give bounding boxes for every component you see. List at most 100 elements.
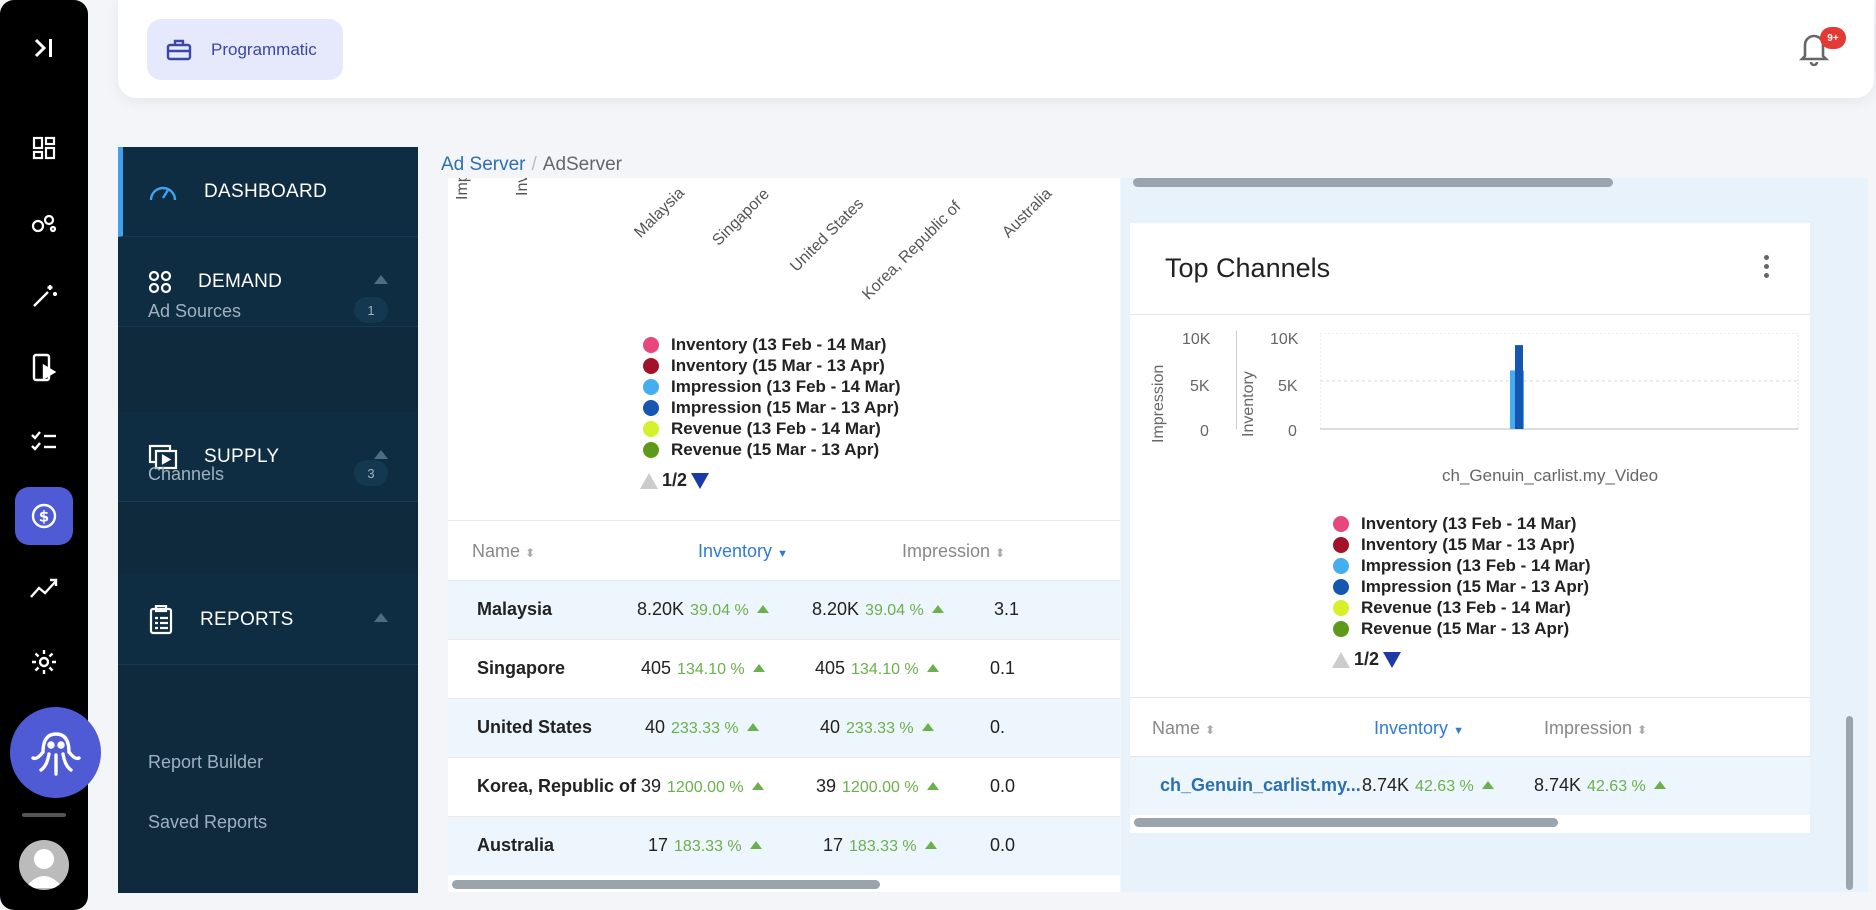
table-row[interactable]: Australia 17 183.33 % 17 183.33 % 0.0: [448, 816, 1120, 875]
gear-icon[interactable]: [0, 642, 88, 682]
table-row[interactable]: Singapore 405 134.10 % 405 134.10 % 0.1: [448, 639, 1120, 698]
impression-value: 40: [820, 717, 841, 737]
legend-dot: [1333, 557, 1349, 574]
country-name: Korea, Republic of: [477, 776, 637, 796]
legend-item[interactable]: Impression (13 Feb - 14 Mar): [643, 376, 901, 397]
trend-up-icon: [926, 782, 939, 790]
legend-item[interactable]: Impression (13 Feb - 14 Mar): [1333, 555, 1591, 576]
legend-next-icon[interactable]: [691, 472, 710, 489]
legend-item[interactable]: Revenue (15 Mar - 13 Apr): [643, 439, 901, 460]
table-row[interactable]: United States 40 233.33 % 40 233.33 % 0.: [448, 698, 1120, 757]
trend-up-icon: [924, 841, 937, 849]
nav-channels[interactable]: Channels: [148, 464, 225, 484]
inventory-change: 134.10 %: [677, 661, 745, 678]
nav-reports-label: REPORTS: [200, 608, 294, 630]
dollar-icon[interactable]: $: [0, 496, 88, 536]
inventory-value: 39: [641, 776, 662, 796]
nav-ad-sources[interactable]: Ad Sources: [148, 301, 242, 321]
col-impression-header[interactable]: Impression ⬍: [902, 541, 1005, 562]
inventory-change: 1200.00 %: [667, 779, 744, 796]
legend-item[interactable]: Impression (15 Mar - 13 Apr): [643, 397, 901, 418]
dashboard-grid-icon[interactable]: [0, 128, 88, 168]
chevron-up-icon[interactable]: [374, 613, 388, 622]
inventory-cell: 8.20K 39.04 %: [637, 599, 769, 620]
legend-dot: [1333, 599, 1349, 616]
legend-page: 1/2: [1354, 649, 1380, 669]
sort-icon: ⬍: [995, 546, 1006, 560]
checklist-icon[interactable]: [0, 421, 88, 461]
analytics-icon[interactable]: [0, 568, 88, 608]
geo-legend-pager: 1/2: [640, 466, 710, 491]
legend-prev-icon[interactable]: [640, 472, 658, 489]
chevron-up-icon[interactable]: [374, 450, 388, 459]
more-options-icon[interactable]: [1764, 255, 1770, 282]
top-scrollbar[interactable]: [1133, 178, 1613, 187]
nav-report-builder[interactable]: Report Builder: [148, 752, 264, 772]
inventory-value: 17: [648, 835, 669, 855]
card-divider: [1130, 697, 1810, 698]
notification-badge: 9+: [1820, 27, 1846, 49]
inventory-change: 233.33 %: [671, 720, 739, 737]
nav-reports[interactable]: REPORTS: [118, 575, 418, 665]
legend-item[interactable]: Inventory (15 Mar - 13 Apr): [643, 355, 901, 376]
inventory-value: 40: [645, 717, 666, 737]
plot-area: [1320, 333, 1799, 430]
card-divider: [1130, 756, 1810, 757]
col-inventory-label: Inventory: [698, 541, 773, 561]
page-vertical-scrollbar[interactable]: [1846, 716, 1853, 890]
legend-item[interactable]: Revenue (13 Feb - 14 Mar): [1333, 597, 1591, 618]
impression-cell: 40 233.33 %: [820, 717, 934, 738]
legend-prev-icon[interactable]: [1332, 651, 1350, 668]
sort-desc-icon: ▼: [777, 548, 788, 560]
col-name-header[interactable]: Name ⬍: [472, 541, 535, 562]
col-name-label: Name: [472, 541, 521, 561]
bar-impression-current[interactable]: [1515, 345, 1523, 429]
demand-nodes-icon[interactable]: [0, 203, 88, 243]
x-tick-label: ch_Genuin_carlist.my_Video: [1442, 466, 1659, 485]
legend-label: Inventory (13 Feb - 14 Mar): [1361, 513, 1577, 533]
table-row[interactable]: ch_Genuin_carlist.my... 8.74K 42.63 % 8.7…: [1130, 757, 1810, 815]
legend-label: Inventory (15 Mar - 13 Apr): [671, 355, 885, 375]
octopus-assistant-icon[interactable]: [10, 707, 101, 798]
user-avatar[interactable]: [19, 840, 69, 890]
legend-item[interactable]: Inventory (13 Feb - 14 Mar): [643, 334, 901, 355]
legend-item[interactable]: Inventory (15 Mar - 13 Apr): [1333, 534, 1591, 555]
inventory-value: 8.20K: [637, 599, 685, 619]
geo-table-scrollbar[interactable]: [452, 880, 880, 889]
table-row[interactable]: Malaysia 8.20K 39.04 % 8.20K 39.04 % 3.1: [448, 580, 1120, 639]
channel-table-scrollbar[interactable]: [1134, 818, 1558, 827]
breadcrumb-root-link[interactable]: Ad Server: [441, 154, 526, 175]
impression-change: 42.63 %: [1587, 778, 1646, 795]
trend-up-icon: [921, 723, 934, 731]
table-row[interactable]: Korea, Republic of 39 1200.00 % 39 1200.00 %…: [448, 757, 1120, 816]
legend-label: Impression (13 Feb - 14 Mar): [671, 376, 901, 396]
nav-saved-reports[interactable]: Saved Reports: [148, 812, 268, 832]
speedometer-icon: [149, 186, 177, 200]
trend-up-icon: [1653, 781, 1666, 789]
x-tick-label: Korea, Republic of: [859, 198, 965, 304]
nav-dashboard[interactable]: DASHBOARD: [118, 147, 418, 237]
clipped-axis-label: Inv: [514, 178, 531, 196]
programmatic-pill[interactable]: Programmatic: [147, 19, 343, 80]
channel-name-link[interactable]: ch_Genuin_carlist.my...: [1160, 775, 1361, 795]
col-impression-header[interactable]: Impression ⬍: [1544, 718, 1647, 739]
revenue-cell: 0.0: [990, 776, 1016, 796]
expand-icon[interactable]: [0, 28, 88, 68]
legend-item[interactable]: Impression (15 Mar - 13 Apr): [1333, 576, 1591, 597]
mobile-video-icon[interactable]: [0, 348, 88, 388]
legend-item[interactable]: Revenue (15 Mar - 13 Apr): [1333, 618, 1591, 639]
revenue-cell: 0.1: [990, 658, 1016, 678]
col-inventory-header[interactable]: Inventory ▼: [698, 541, 788, 562]
legend-item[interactable]: Revenue (13 Feb - 14 Mar): [643, 418, 901, 439]
col-inventory-header[interactable]: Inventory ▼: [1374, 718, 1464, 739]
legend-next-icon[interactable]: [1383, 651, 1402, 668]
geo-table-header: Name ⬍ Inventory ▼ Impression ⬍: [448, 520, 1120, 580]
legend-item[interactable]: Inventory (13 Feb - 14 Mar): [1333, 513, 1591, 534]
col-name-header[interactable]: Name ⬍: [1152, 718, 1215, 739]
chevron-up-icon[interactable]: [374, 275, 388, 284]
notification-bell-icon[interactable]: [1798, 30, 1834, 70]
channel-legend-pager: 1/2: [1332, 645, 1402, 670]
y-tick: 5K: [1190, 378, 1210, 395]
nav-supply[interactable]: SUPPLY: [118, 412, 418, 502]
magic-wand-icon[interactable]: [0, 276, 88, 316]
